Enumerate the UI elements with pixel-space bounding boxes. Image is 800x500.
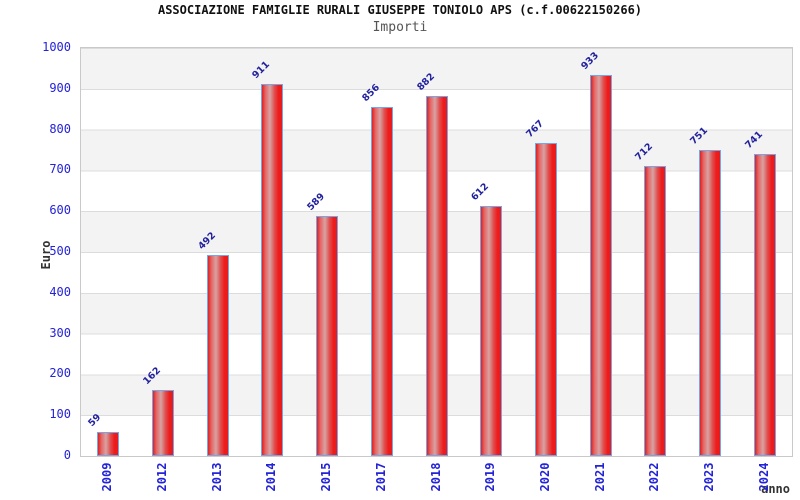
- bar: [152, 390, 175, 456]
- bar: [534, 143, 557, 456]
- bar: [589, 75, 612, 456]
- bar-value-label: 767: [524, 118, 546, 140]
- y-tick-label: 900: [49, 80, 71, 95]
- bar-value-label: 59: [86, 411, 104, 429]
- x-tick-label: 2021: [592, 462, 607, 492]
- bar-value-label: 741: [742, 129, 765, 151]
- bar-value-label: 882: [414, 71, 437, 93]
- y-tick-label: 400: [49, 284, 71, 299]
- bar-value-label: 712: [633, 141, 656, 163]
- bar: [316, 216, 339, 456]
- bar-value-label: 856: [360, 82, 382, 104]
- bar: [206, 255, 229, 456]
- bar-value-label: 751: [688, 125, 710, 147]
- bar-value-label: 162: [141, 365, 164, 387]
- y-tick-label: 0: [63, 448, 71, 462]
- bar-value-label: 933: [578, 50, 601, 72]
- y-tick-label: 700: [49, 162, 71, 177]
- x-tick-label: 2009: [100, 462, 115, 492]
- y-tick-label: 300: [49, 325, 71, 340]
- y-tick-label: 100: [49, 407, 71, 422]
- x-tick-label: 2019: [483, 462, 498, 492]
- x-tick-label: 2022: [647, 462, 662, 492]
- bar-value-label: 911: [250, 59, 273, 81]
- bar: [480, 206, 503, 456]
- bar: [425, 96, 448, 456]
- y-tick-label: 500: [49, 244, 71, 258]
- x-tick-label: 2013: [209, 462, 224, 492]
- x-tick-label: 2020: [537, 462, 552, 492]
- bar: [261, 84, 284, 456]
- bar: [370, 107, 393, 456]
- plot-area: 59 162 492 911 589 856 882 612 767 933 712 751 741: [80, 47, 793, 457]
- y-tick-label: 600: [49, 203, 71, 218]
- bar: [753, 154, 776, 456]
- bar-value-label: 589: [305, 191, 328, 213]
- y-tick-label: 200: [49, 366, 71, 381]
- x-tick-label: 2015: [319, 462, 334, 492]
- chart-title: ASSOCIAZIONE FAMIGLIE RURALI GIUSEPPE TO…: [157, 3, 643, 17]
- chart-subtitle: Importi: [372, 20, 428, 35]
- x-tick-label: 2012: [155, 462, 170, 492]
- y-tick-label: 800: [49, 121, 71, 136]
- bar: [698, 150, 721, 456]
- x-tick-label: 2017: [373, 462, 388, 492]
- bar: [644, 166, 667, 456]
- x-axis-title: anno: [761, 482, 790, 496]
- bar-value-label: 612: [469, 181, 492, 203]
- bar: [97, 432, 120, 456]
- x-tick-label: 2024: [756, 462, 771, 492]
- x-tick-label: 2018: [428, 462, 443, 492]
- bar-value-label: 492: [195, 230, 218, 252]
- x-tick-label: 2023: [701, 462, 716, 492]
- y-tick-label: 1000: [42, 40, 71, 54]
- x-tick-label: 2014: [264, 462, 279, 492]
